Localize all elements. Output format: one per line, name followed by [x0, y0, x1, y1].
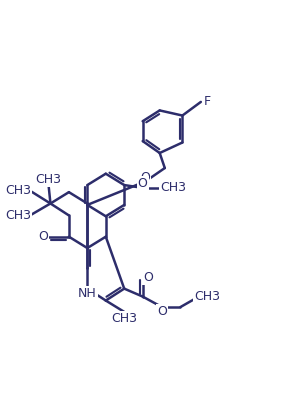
Text: O: O: [157, 305, 167, 318]
Text: F: F: [204, 95, 211, 108]
Text: CH3: CH3: [5, 184, 31, 197]
Text: CH3: CH3: [111, 312, 137, 325]
Text: CH3: CH3: [194, 290, 220, 303]
Text: CH3: CH3: [35, 173, 62, 186]
Text: O: O: [141, 171, 150, 184]
Text: O: O: [143, 271, 153, 284]
Text: O: O: [38, 230, 48, 243]
Text: CH3: CH3: [160, 182, 186, 195]
Text: CH3: CH3: [5, 209, 31, 222]
Text: O: O: [138, 177, 148, 190]
Text: NH: NH: [78, 287, 97, 300]
